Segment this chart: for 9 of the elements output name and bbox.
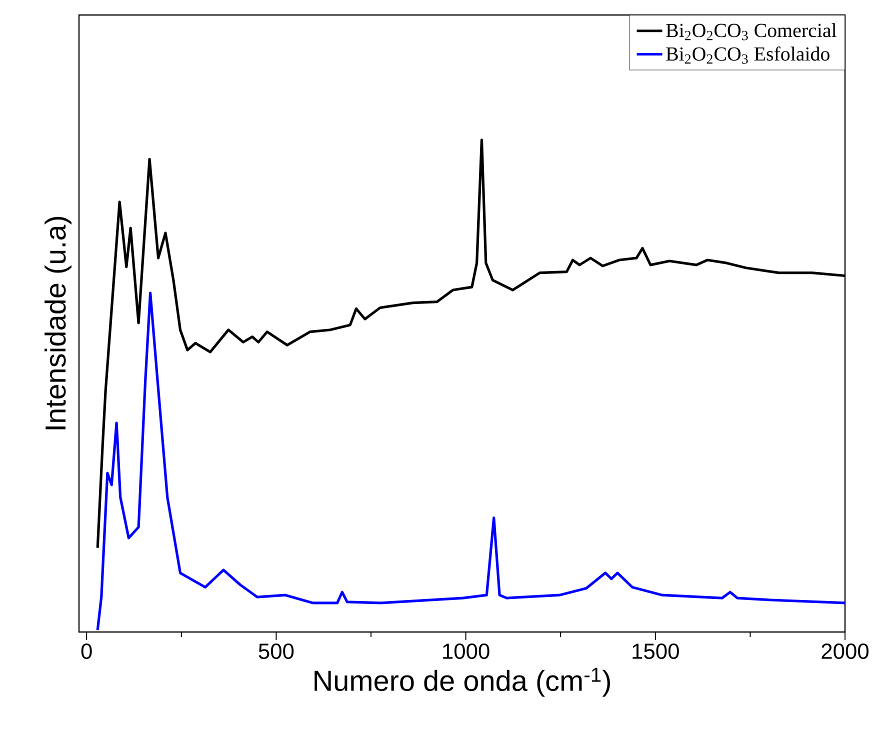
x-tick-label: 0 xyxy=(81,643,92,660)
x-tick-label: 1500 xyxy=(632,643,679,660)
legend-label: Bi$_{2}$O$_{2}$CO$_{3}$ Comercial xyxy=(666,23,836,40)
x-tick-label: 500 xyxy=(258,643,294,660)
y-axis-title: Intensidade (u.a) xyxy=(44,216,72,430)
legend-label: Bi$_{2}$O$_{2}$CO$_{3}$ Esfolaido xyxy=(666,46,830,64)
x-axis-title: Numero de onda (cm$^{-1}$) xyxy=(314,668,610,697)
x-tick-label: 2000 xyxy=(822,643,869,660)
x-tick-label: 1000 xyxy=(443,643,490,660)
